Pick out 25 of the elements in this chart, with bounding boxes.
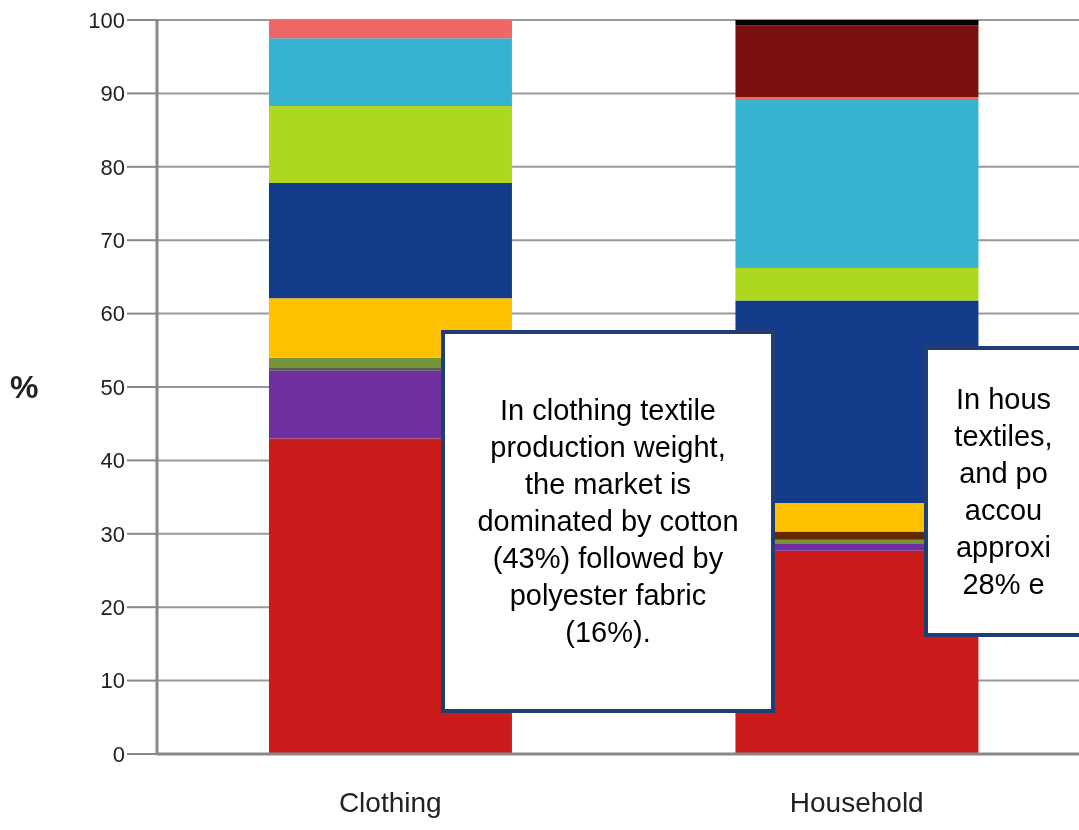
x-tick-label: Household bbox=[789, 786, 924, 818]
y-tick-label: 10 bbox=[100, 668, 125, 694]
y-tick-label: 100 bbox=[88, 7, 125, 33]
y-tick-label: 90 bbox=[100, 81, 125, 107]
y-tick-label: 60 bbox=[100, 301, 125, 327]
bar bbox=[735, 268, 979, 301]
callout-box: In hous textiles, and po accou approxi 28% e bbox=[924, 346, 1079, 637]
y-tick-label: 20 bbox=[100, 595, 125, 621]
callout-box: In clothing textile production weight, the market is dominated by cotton (43%) followed by polyester fabric (16%). bbox=[441, 330, 775, 713]
bar bbox=[735, 25, 979, 98]
bar bbox=[268, 105, 512, 183]
y-tick-label: 0 bbox=[112, 741, 125, 767]
y-tick-label: 40 bbox=[100, 448, 125, 474]
y-tick-label: 50 bbox=[100, 374, 125, 400]
y-tick-label: 80 bbox=[100, 154, 125, 180]
bar bbox=[735, 97, 979, 101]
y-tick-label: 70 bbox=[100, 228, 125, 254]
y-axis-title: % bbox=[10, 369, 39, 406]
y-tick-label: 30 bbox=[100, 521, 125, 547]
bar bbox=[268, 182, 512, 299]
bar bbox=[735, 100, 979, 269]
bar bbox=[735, 20, 979, 26]
bar bbox=[268, 20, 512, 39]
x-tick-label: Clothing bbox=[338, 786, 442, 818]
bar bbox=[268, 38, 512, 106]
